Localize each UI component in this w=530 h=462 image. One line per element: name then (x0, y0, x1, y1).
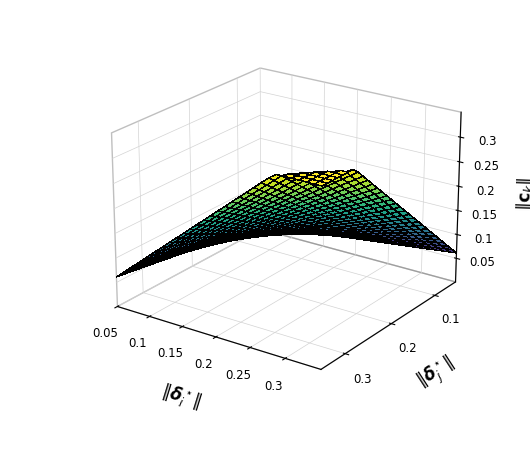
X-axis label: $\|\boldsymbol{\delta}_i^\star\|$: $\|\boldsymbol{\delta}_i^\star\|$ (158, 381, 204, 415)
Y-axis label: $\|\boldsymbol{\delta}_j^\star\|$: $\|\boldsymbol{\delta}_j^\star\|$ (412, 352, 461, 396)
